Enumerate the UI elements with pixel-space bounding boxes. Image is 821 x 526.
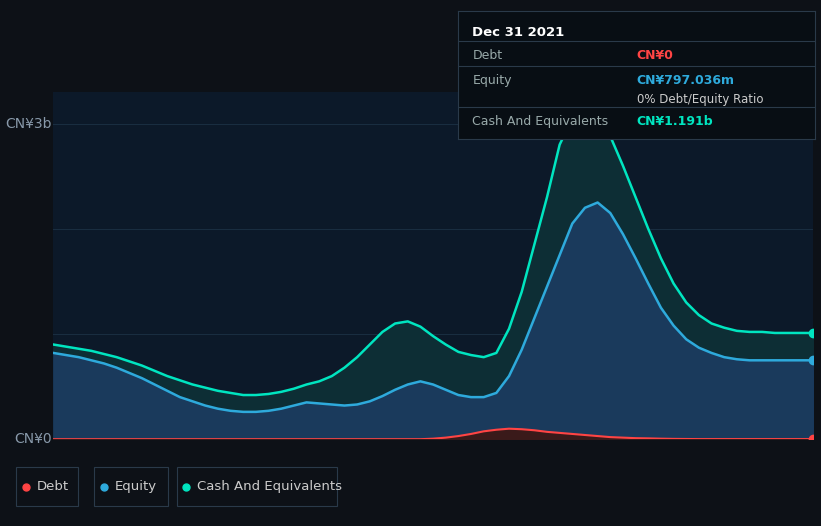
- Text: Dec 31 2021: Dec 31 2021: [472, 26, 565, 39]
- Text: CN¥3b: CN¥3b: [6, 117, 52, 130]
- Bar: [177, 467, 337, 506]
- Text: Equity: Equity: [115, 480, 157, 493]
- Text: CN¥0: CN¥0: [15, 432, 52, 446]
- Text: Cash And Equivalents: Cash And Equivalents: [472, 115, 608, 128]
- Text: 0% Debt/Equity Ratio: 0% Debt/Equity Ratio: [637, 93, 764, 106]
- Text: CN¥1.191b: CN¥1.191b: [637, 115, 713, 128]
- Text: Cash And Equivalents: Cash And Equivalents: [197, 480, 342, 493]
- Bar: [16, 467, 78, 506]
- Text: Debt: Debt: [37, 480, 69, 493]
- Text: CN¥0: CN¥0: [637, 49, 673, 62]
- Bar: [94, 467, 168, 506]
- Text: CN¥797.036m: CN¥797.036m: [637, 74, 735, 87]
- Text: Debt: Debt: [472, 49, 502, 62]
- Text: Equity: Equity: [472, 74, 512, 87]
